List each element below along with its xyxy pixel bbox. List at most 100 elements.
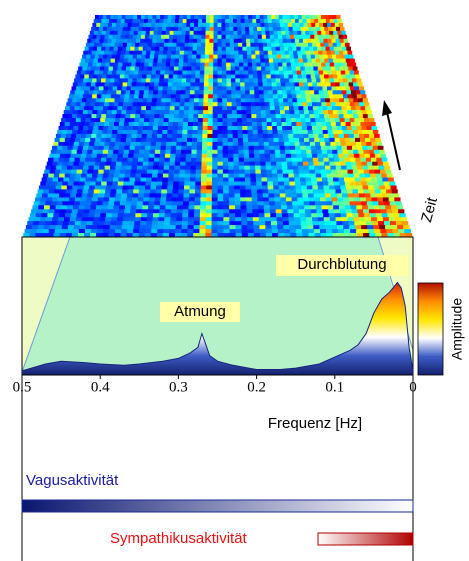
- spectrogram-cell: [271, 82, 277, 87]
- spectrogram-cell: [186, 15, 192, 20]
- spectrogram-cell: [205, 19, 211, 24]
- spectrogram-cell: [106, 133, 112, 139]
- spectrogram-cell: [231, 110, 238, 115]
- spectrogram-cell: [320, 118, 326, 123]
- spectrogram-cell: [323, 110, 329, 115]
- spectrogram-cell: [83, 209, 90, 214]
- spectrogram-cell: [366, 126, 373, 131]
- spectrogram-cell: [259, 50, 265, 56]
- spectrogram-cell: [206, 185, 213, 190]
- spectrogram-cell: [158, 86, 164, 91]
- spectrogram-cell: [79, 157, 86, 163]
- spectrogram-cell: [161, 62, 167, 68]
- spectrogram-cell: [335, 122, 342, 127]
- spectrogram-cell: [228, 197, 236, 202]
- spectrogram-cell: [322, 66, 327, 71]
- spectrogram-cell: [387, 233, 394, 238]
- spectrogram-cell: [340, 185, 347, 190]
- spectrogram-cell: [166, 22, 172, 28]
- spectrogram-cell: [285, 30, 290, 36]
- spectrogram-cell: [82, 110, 89, 115]
- spectrogram-cell: [350, 106, 357, 111]
- spectrogram-cell: [152, 130, 158, 135]
- spectrogram-cell: [240, 189, 247, 194]
- spectrogram-cell: [320, 98, 326, 103]
- spectrogram-cell: [109, 19, 114, 24]
- spectrogram-cell: [255, 50, 260, 56]
- spectrogram-cell: [58, 177, 64, 182]
- spectrogram-cell: [284, 26, 290, 32]
- spectrogram-cell: [119, 118, 126, 123]
- spectrogram-cell: [302, 34, 307, 40]
- spectrogram-cell: [129, 70, 135, 75]
- spectrogram-cell: [274, 38, 280, 44]
- spectrogram-cell: [70, 193, 77, 198]
- spectrogram-cell: [108, 233, 115, 238]
- spectrogram-cell: [357, 165, 364, 171]
- spectrogram-cell: [380, 209, 387, 214]
- spectrogram-cell: [240, 197, 247, 202]
- spectrogram-cell: [89, 30, 95, 36]
- spectrogram-cell: [300, 66, 306, 71]
- spectrogram-cell: [27, 221, 34, 226]
- spectrogram-cell: [204, 54, 210, 60]
- spectrogram-cell: [136, 38, 141, 44]
- spectrogram-cell: [156, 181, 163, 186]
- spectrogram-cell: [240, 90, 246, 95]
- spectrogram-cell: [206, 15, 211, 20]
- spectrogram-cell: [164, 213, 172, 218]
- spectrogram-cell: [329, 98, 336, 103]
- spectrogram-cell: [268, 141, 275, 147]
- spectrogram-cell: [63, 197, 70, 202]
- spectrogram-cell: [285, 149, 291, 155]
- spectrogram-cell: [160, 106, 166, 111]
- spectrogram-cell: [174, 26, 179, 32]
- spectrogram-cell: [170, 217, 177, 222]
- spectrogram-cell: [49, 153, 56, 159]
- spectrogram-cell: [94, 42, 99, 48]
- spectrogram-cell: [176, 213, 183, 218]
- spectrogram-cell: [332, 110, 339, 115]
- spectrogram-cell: [199, 70, 205, 75]
- spectrogram-cell: [212, 161, 218, 167]
- spectrogram-cell: [298, 133, 304, 139]
- spectrogram-cell: [225, 22, 230, 28]
- spectrogram-cell: [238, 157, 245, 163]
- spectrogram-cell: [165, 30, 171, 36]
- spectrogram-cell: [198, 102, 204, 107]
- spectrogram-cell: [299, 173, 306, 179]
- spectrogram-cell: [265, 106, 271, 111]
- spectrogram-cell: [120, 90, 126, 95]
- spectrogram-cell: [154, 201, 161, 206]
- spectrogram-cell: [290, 189, 297, 194]
- spectrogram-cell: [108, 66, 114, 71]
- spectrogram-cell: [129, 50, 135, 56]
- spectrogram-cell: [333, 114, 340, 119]
- spectrogram-cell: [279, 46, 285, 52]
- spectrogram-cell: [113, 149, 119, 155]
- spectrogram-cell: [350, 181, 357, 186]
- spectrogram-cell: [202, 15, 207, 20]
- spectrogram-cell: [256, 114, 262, 119]
- spectrogram-cell: [53, 233, 61, 238]
- spectrogram-cell: [67, 205, 74, 210]
- spectrogram-cell: [342, 110, 348, 115]
- spectrogram-cell: [255, 98, 261, 103]
- spectrogram-cell: [93, 217, 100, 222]
- spectrogram-cell: [344, 205, 351, 210]
- spectrogram-cell: [304, 173, 311, 179]
- spectrogram-cell: [192, 54, 197, 60]
- spectrogram-cell: [358, 86, 364, 91]
- spectrogram-cell: [304, 114, 310, 119]
- spectrogram-cell: [63, 177, 70, 182]
- spectrogram-cell: [290, 185, 297, 190]
- spectrogram-cell: [52, 177, 59, 182]
- spectrogram-cell: [89, 122, 95, 127]
- spectrogram-cell: [171, 15, 176, 20]
- spectrogram-cell: [208, 58, 214, 64]
- spectrogram-cell: [92, 78, 98, 83]
- spectrogram-cell: [235, 233, 243, 238]
- spectrogram-cell: [66, 133, 72, 139]
- spectrogram-cell: [277, 58, 283, 64]
- spectrogram-cell: [96, 229, 104, 234]
